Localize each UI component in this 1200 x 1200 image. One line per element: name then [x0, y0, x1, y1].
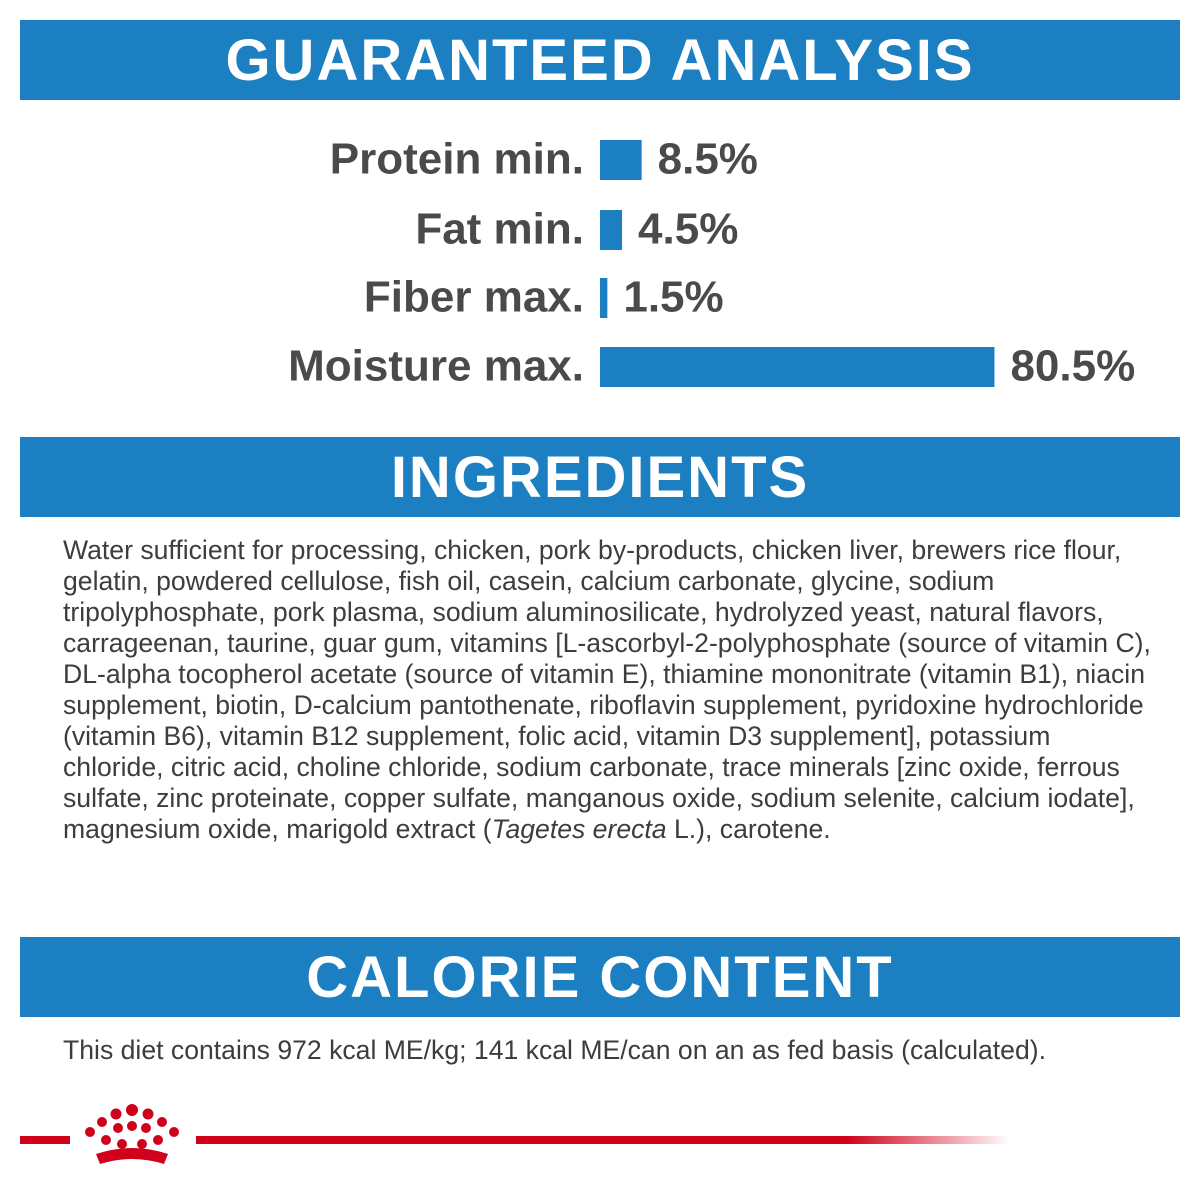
bar — [600, 278, 608, 318]
value-label: 4.5% — [638, 205, 738, 254]
bar — [600, 347, 995, 387]
ingredients-text: Water sufficient for processing, chicken… — [63, 535, 1158, 845]
bar — [600, 140, 642, 180]
value-label: 8.5% — [658, 135, 758, 184]
text: Water sufficient for processing, chicken… — [63, 535, 1151, 844]
category-label: Moisture max. — [288, 342, 584, 391]
calorie-banner: CALORIE CONTENT — [20, 937, 1180, 1017]
value-label: 80.5% — [1010, 342, 1135, 391]
analysis-chart: Protein min. 8.5% Fat min. 4.5% Fiber max. 1.… — [288, 135, 1135, 391]
analysis-banner: GUARANTEED ANALYSIS — [20, 20, 1180, 100]
category-label: Fat min. — [415, 205, 584, 254]
text: Tagetes erecta — [491, 814, 667, 844]
value-label: 1.5% — [623, 273, 723, 322]
ingredients-banner: INGREDIENTS — [20, 437, 1180, 517]
category-label: Fiber max. — [364, 273, 584, 322]
text: L.), carotene. — [666, 814, 831, 844]
calorie-text: This diet contains 972 kcal ME/kg; 141 k… — [63, 1035, 1046, 1065]
bar — [600, 210, 623, 250]
category-label: Protein min. — [330, 135, 584, 184]
footer-logo — [20, 1104, 1010, 1164]
